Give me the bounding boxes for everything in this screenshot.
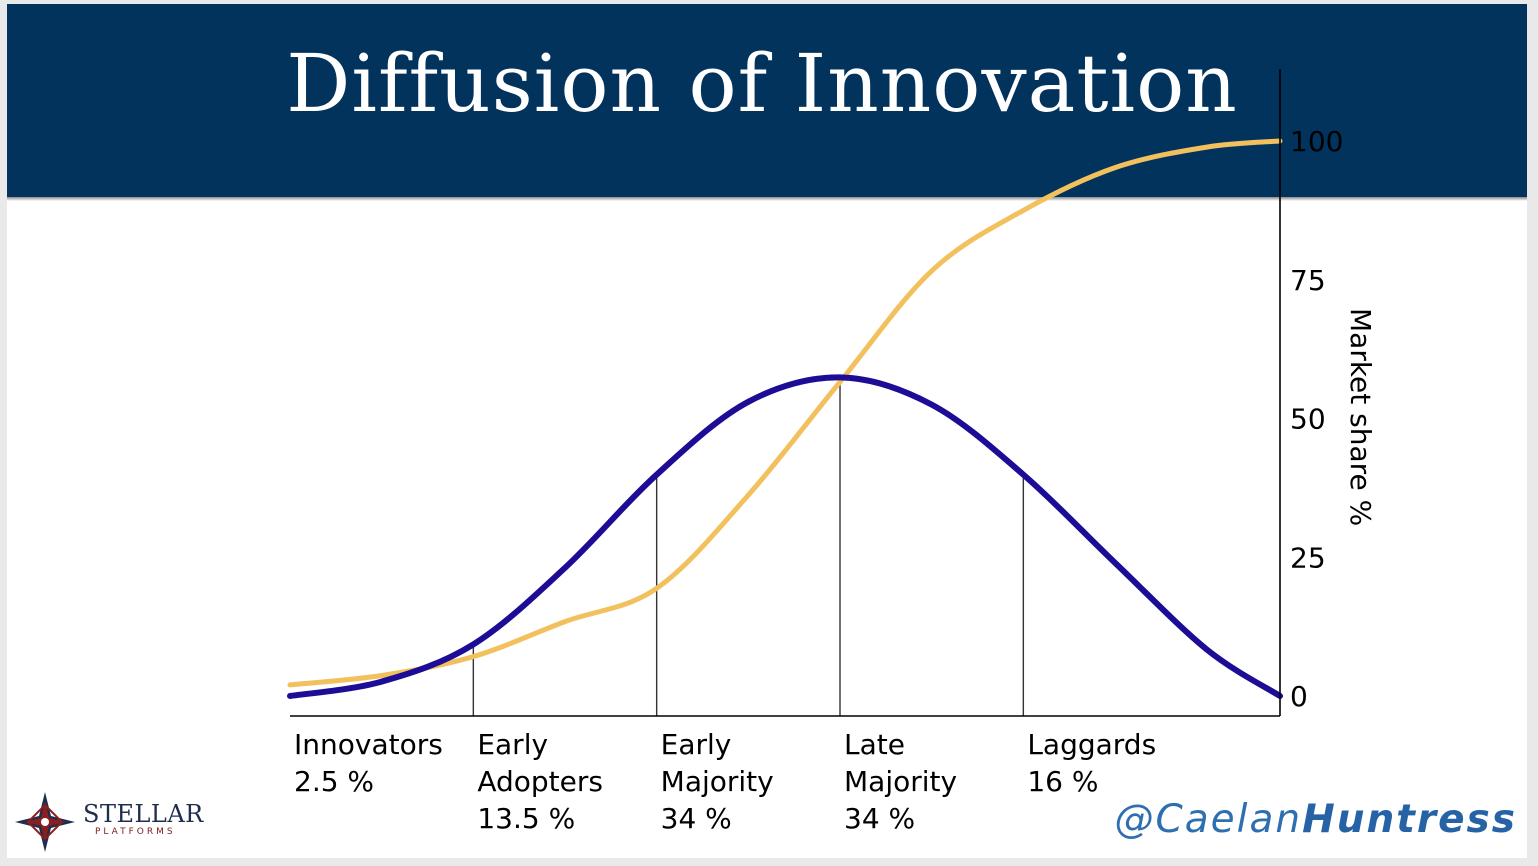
category-label-4-line-1: Late: [844, 728, 905, 761]
category-label-5-line-1: Laggards: [1027, 728, 1156, 761]
category-label-2-line-3: 13.5 %: [477, 802, 575, 835]
y-tick-label-75: 75: [1290, 264, 1326, 297]
handle-bold: Huntress: [1302, 797, 1517, 842]
title-banner: [7, 4, 1527, 197]
category-label-4-line-3: 34 %: [844, 802, 915, 835]
y-tick-label-50: 50: [1290, 403, 1326, 436]
category-label-2-line-2: Adopters: [477, 765, 603, 798]
category-label-2-line-1: Early: [477, 728, 548, 761]
category-label-1-line-2: 2.5 %: [294, 765, 374, 798]
category-label-3-line-2: Majority: [661, 765, 774, 798]
logo-name: STELLAR: [83, 800, 204, 828]
y-axis-label: Market share %: [1344, 308, 1377, 526]
y-tick-label-25: 25: [1290, 541, 1326, 574]
category-label-1-line-1: Innovators: [294, 728, 443, 761]
category-label-3-line-3: 34 %: [661, 802, 732, 835]
banner-shadow: [7, 197, 1527, 201]
market-share-s-curve: [287, 138, 1283, 688]
category-label-5-line-2: 16 %: [1027, 765, 1098, 798]
diffusion-chart: 0 25 50 75 100 Innovators 2.5 % Early Adopters 1…: [287, 69, 1377, 835]
slide: 0 25 50 75 100 Innovators 2.5 % Early Adopters 1…: [7, 4, 1527, 858]
compass-star-icon: [15, 792, 75, 852]
adoption-bell-curve: [287, 374, 1283, 699]
handle-prefix: @Caelan: [1114, 797, 1303, 842]
logo-subtitle: PLATFORMS: [95, 827, 176, 837]
social-handle: @CaelanHuntress: [1114, 800, 1517, 839]
category-label-4-line-2: Majority: [844, 765, 957, 798]
stellar-platforms-logo: STELLAR PLATFORMS: [13, 790, 203, 854]
y-tick-label-0: 0: [1290, 680, 1308, 713]
slide-title: Diffusion of Innovation: [286, 37, 1238, 130]
category-label-3-line-1: Early: [661, 728, 732, 761]
y-tick-label-100: 100: [1290, 125, 1343, 158]
